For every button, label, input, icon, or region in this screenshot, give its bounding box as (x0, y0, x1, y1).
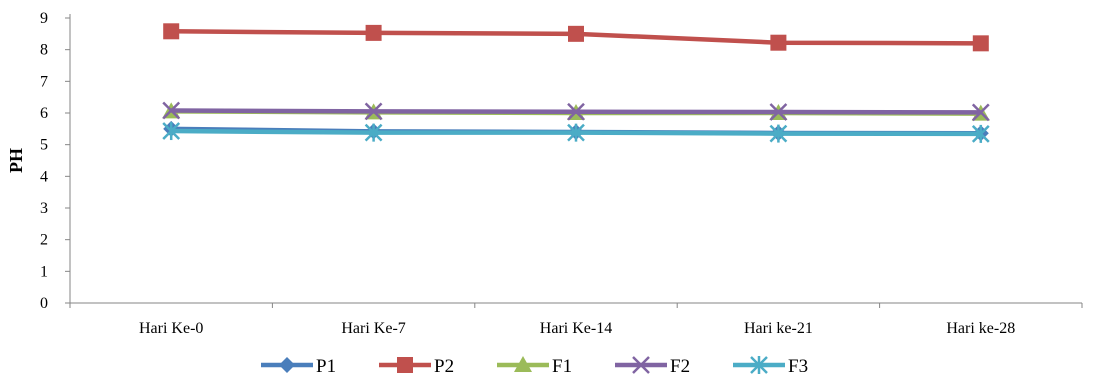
y-tick-label: 4 (40, 168, 48, 185)
legend-item-f2: F2 (615, 356, 690, 377)
legend-label: F1 (552, 356, 572, 377)
data-point (769, 124, 788, 143)
legend-item-f3: F3 (733, 356, 808, 377)
x-tick-label: Hari ke-21 (744, 320, 813, 337)
data-point (163, 23, 180, 40)
legend-swatch-marker (632, 356, 650, 374)
data-point (568, 25, 584, 42)
marker-stroke (364, 102, 383, 121)
legend-label: F2 (670, 356, 690, 377)
x-tick-label: Hari ke-28 (946, 320, 1015, 337)
marker-stroke (567, 102, 585, 121)
series-f3 (162, 122, 990, 143)
y-tick-label: 6 (40, 105, 48, 122)
data-point (162, 122, 181, 141)
legend-item-f1: F1 (497, 356, 572, 377)
data-point (567, 102, 585, 121)
legend-swatch-marker (514, 356, 532, 372)
marker-stroke (162, 101, 181, 120)
y-tick-label: 1 (40, 263, 48, 280)
data-point (971, 124, 990, 143)
x-tick-label: Hari Ke-0 (139, 320, 203, 337)
marker-stroke (632, 356, 650, 374)
x-tick-label: Hari Ke-7 (341, 320, 405, 337)
data-point (769, 103, 788, 121)
plot-area: 0 1 2 3 4 5 6 7 8 9 Hari Ke-0 Hari Ke-7 Hari Ke-14 Ha… (6, 10, 1083, 377)
data-point (365, 24, 382, 41)
y-tick-label: 8 (40, 42, 48, 59)
y-tick-label: 2 (40, 232, 48, 249)
y-axis-label: PH (6, 148, 26, 173)
data-point (770, 34, 787, 51)
marker-stroke (769, 103, 788, 121)
series-p2 (163, 23, 989, 52)
y-tick-label: 5 (40, 137, 48, 154)
data-point (972, 35, 989, 52)
legend: P1 P2 F1 F2 F3 (261, 356, 808, 377)
series-f2 (162, 101, 990, 122)
data-point (364, 123, 383, 142)
y-tick-label: 9 (40, 10, 48, 27)
legend-swatch-marker (279, 357, 295, 373)
legend-swatch-marker (397, 357, 413, 373)
y-tick-label: 7 (40, 73, 48, 90)
data-point (971, 103, 990, 122)
legend-swatch-marker (750, 356, 768, 374)
marker-stroke (971, 103, 990, 122)
legend-label: P1 (316, 356, 336, 377)
legend-item-p1: P1 (261, 356, 336, 377)
data-point (162, 101, 181, 120)
y-tick-label: 3 (40, 200, 48, 217)
data-point (364, 102, 383, 121)
legend-label: P2 (434, 356, 454, 377)
y-tick-label: 0 (40, 295, 48, 312)
x-tick-label: Hari Ke-14 (540, 320, 612, 337)
legend-item-p2: P2 (379, 356, 454, 377)
data-point (567, 123, 585, 142)
legend-label: F3 (788, 356, 808, 377)
